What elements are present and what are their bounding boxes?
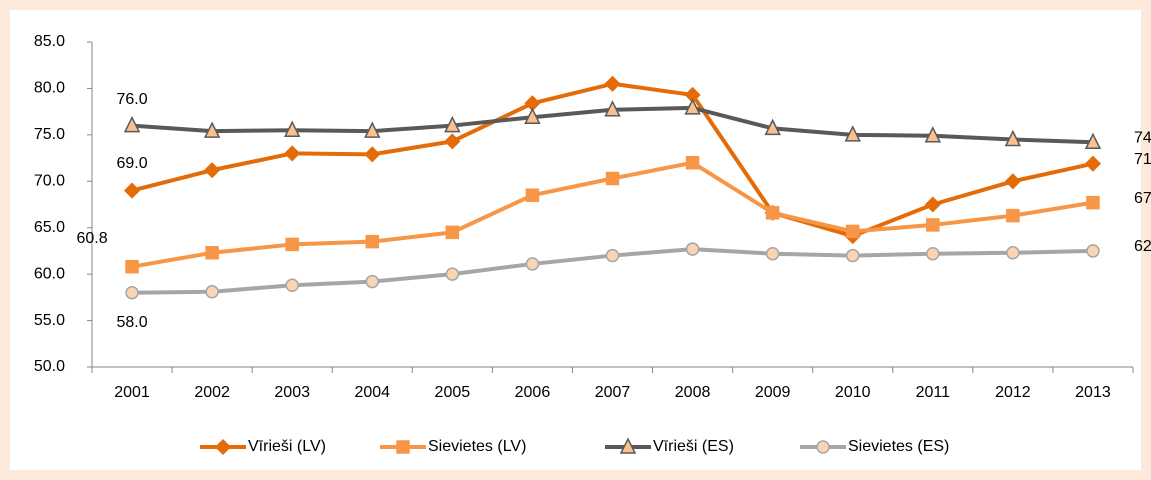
point-marker: [285, 278, 299, 293]
legend-marker: [619, 437, 637, 454]
chart-area: [10, 10, 1141, 470]
x-tick-label: 2009: [755, 384, 791, 401]
y-tick-label: 50.0: [34, 358, 65, 375]
x-tick-label: 2013: [1075, 384, 1111, 401]
point-marker: [844, 125, 861, 142]
point-marker: [445, 267, 460, 281]
legend-label: Sievietes (LV): [428, 438, 526, 455]
point-marker: [1004, 173, 1021, 190]
data-label: 62.5: [1134, 238, 1151, 255]
point-marker: [926, 246, 940, 261]
point-marker: [205, 285, 219, 299]
point-marker: [123, 115, 141, 133]
point-marker: [365, 274, 380, 289]
point-marker: [364, 121, 381, 138]
point-marker: [604, 100, 621, 117]
legend-marker: [816, 440, 830, 454]
legend-label: Sievietes (ES): [848, 438, 949, 455]
data-label: 69.0: [116, 155, 147, 172]
data-label: 76.0: [116, 91, 147, 108]
point-marker: [604, 75, 621, 92]
point-marker: [445, 225, 460, 240]
point-marker: [765, 206, 780, 220]
x-tick-label: 2002: [194, 384, 230, 401]
y-tick-label: 75.0: [34, 126, 65, 143]
point-marker: [845, 248, 860, 263]
point-marker: [1086, 244, 1100, 258]
legend-label: Vīrieši (LV): [248, 438, 326, 455]
point-marker: [524, 107, 541, 124]
point-marker: [204, 162, 221, 179]
point-marker: [125, 285, 139, 300]
y-tick-label: 85.0: [34, 33, 65, 50]
y-tick-label: 80.0: [34, 80, 65, 97]
legend-label: Vīrieši (ES): [653, 438, 734, 455]
point-marker: [525, 257, 540, 271]
y-tick-label: 60.0: [34, 265, 65, 282]
x-tick-label: 2008: [675, 384, 711, 401]
data-label: 60.8: [76, 230, 107, 247]
x-tick-label: 2012: [995, 384, 1031, 401]
x-tick-label: 2003: [274, 384, 310, 401]
x-tick-label: 2010: [835, 384, 871, 401]
legend-marker: [396, 440, 410, 454]
point-marker: [365, 234, 380, 249]
point-marker: [924, 126, 942, 143]
point-marker: [364, 146, 381, 163]
point-marker: [1084, 132, 1102, 150]
x-tick-label: 2005: [435, 384, 471, 401]
point-marker: [685, 155, 700, 170]
point-marker: [203, 121, 221, 138]
point-marker: [1086, 195, 1100, 210]
point-marker: [605, 248, 620, 263]
y-tick-label: 70.0: [34, 173, 65, 190]
point-marker: [125, 259, 139, 274]
point-marker: [1006, 246, 1020, 260]
x-tick-label: 2006: [515, 384, 551, 401]
point-marker: [605, 171, 620, 186]
point-marker: [444, 133, 461, 150]
point-marker: [685, 242, 700, 256]
point-marker: [283, 120, 301, 137]
data-label: 58.0: [116, 314, 147, 331]
point-marker: [684, 98, 701, 115]
point-marker: [1084, 155, 1102, 172]
data-label: 67.7: [1134, 190, 1151, 207]
point-marker: [926, 218, 940, 232]
point-marker: [1006, 208, 1020, 223]
x-tick-label: 2001: [114, 384, 150, 401]
point-marker: [525, 188, 540, 202]
point-marker: [285, 237, 299, 252]
point-marker: [924, 196, 941, 213]
x-tick-label: 2011: [916, 384, 951, 401]
y-tick-label: 65.0: [34, 219, 65, 236]
point-marker: [1004, 129, 1022, 147]
x-tick-label: 2004: [354, 384, 390, 401]
point-marker: [764, 118, 781, 136]
y-tick-label: 55.0: [34, 312, 65, 329]
point-marker: [845, 224, 860, 239]
data-label: 74.2: [1134, 130, 1151, 147]
point-marker: [284, 145, 301, 162]
point-marker: [444, 115, 461, 133]
legend-marker: [214, 438, 232, 456]
data-label: 71.9: [1134, 151, 1151, 168]
x-tick-label: 2007: [595, 384, 631, 401]
point-marker: [123, 182, 141, 199]
point-marker: [765, 246, 780, 261]
point-marker: [205, 246, 219, 260]
